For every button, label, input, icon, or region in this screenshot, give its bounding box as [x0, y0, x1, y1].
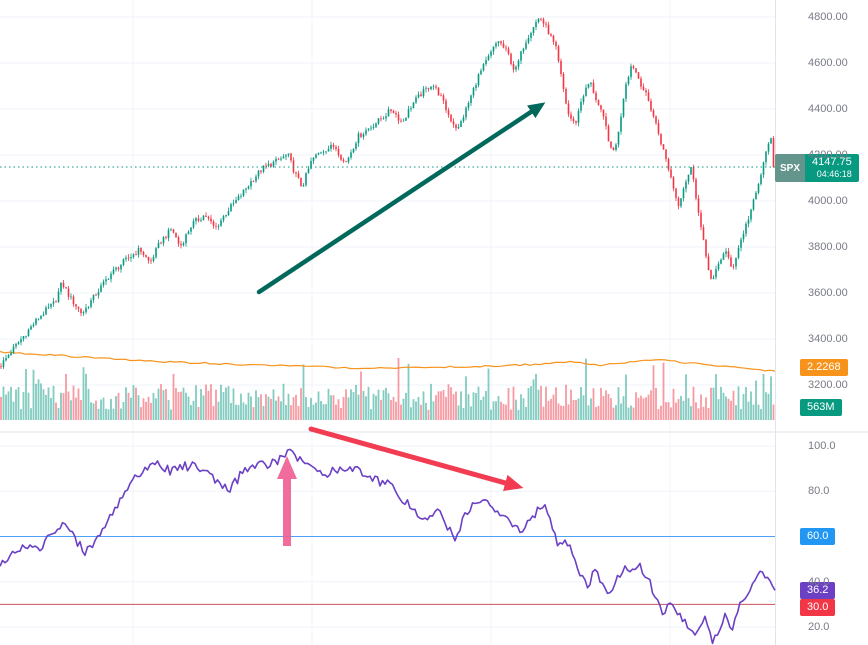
- price-tick: 4400.00: [808, 103, 848, 115]
- trend-arrow-down[interactable]: [308, 426, 524, 492]
- price-tick: 3600.00: [808, 287, 848, 299]
- volume-ma-badge: 2.2268: [800, 359, 848, 376]
- volume-badge: 563M: [800, 399, 842, 416]
- grid: [0, 0, 775, 645]
- price-tick: 4000.00: [808, 195, 848, 207]
- momentum-up-arrow[interactable]: [277, 456, 297, 546]
- lower-level-badge: 30.0: [800, 599, 836, 616]
- oscillator-line: [0, 448, 776, 645]
- price-tick: 4800.00: [808, 11, 848, 23]
- last-price-badge: 4147.75 04:46:18: [805, 154, 859, 182]
- indicator-tick: 100.0: [808, 440, 836, 452]
- price-tick: 3200.00: [808, 379, 848, 391]
- price-tick: 4200.00: [808, 149, 848, 161]
- candlestick-series: [0, 17, 775, 370]
- trend-arrow-up[interactable]: [256, 102, 546, 295]
- volume-ma-line: [0, 350, 776, 372]
- indicator-tick: 40.0: [808, 575, 830, 588]
- price-tick: 4600.00: [808, 57, 848, 69]
- volume-series: [0, 358, 775, 420]
- price-tick: 3800.00: [808, 241, 848, 253]
- indicator-tick: 80.0: [808, 485, 830, 498]
- oscillator-value-badge: 36.2: [800, 582, 836, 599]
- countdown-timer: 04:46:18: [816, 169, 852, 179]
- last-price: 4147.75: [812, 156, 852, 168]
- symbol-price-badge: SPX 4147.75 04:46:18: [775, 154, 859, 182]
- price-axis[interactable]: SPX 4147.75 04:46:18 2.2268 563M 60.0 36…: [775, 0, 868, 645]
- upper-level-badge: 60.0: [800, 528, 836, 545]
- price-tick: 3400.00: [808, 333, 848, 345]
- indicator-tick: 20.0: [808, 621, 830, 633]
- symbol-label: SPX: [775, 154, 806, 182]
